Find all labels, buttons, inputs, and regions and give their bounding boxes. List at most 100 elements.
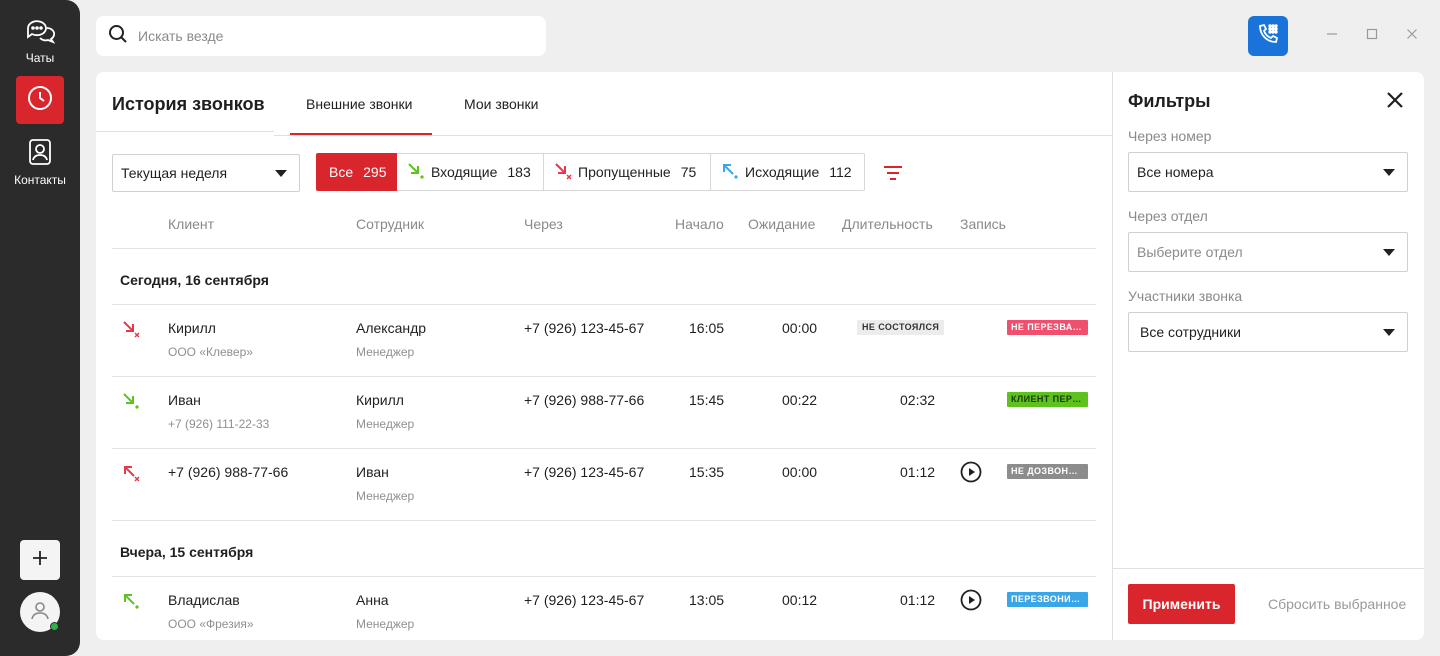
column-header-start[interactable]: Начало [675, 216, 724, 232]
duration-status-chip: НЕ СОСТОЯЛСЯ [857, 320, 945, 335]
participants-select[interactable]: Все сотрудники [1128, 312, 1408, 352]
via-number: +7 (926) 123-45-67 [524, 464, 645, 480]
segment-all[interactable]: Все 295 [316, 153, 397, 191]
play-icon [960, 589, 982, 615]
via-dept-select[interactable]: Выберите отдел [1128, 232, 1408, 272]
column-header-duration[interactable]: Длительность [842, 216, 933, 232]
client-name[interactable]: Владислав [168, 592, 240, 608]
column-header-via[interactable]: Через [524, 216, 563, 232]
column-header-wait[interactable]: Ожидание [748, 216, 816, 232]
outgoing-icon [721, 162, 739, 183]
tab-external-calls[interactable]: Внешние звонки [306, 96, 413, 112]
nav-history[interactable] [16, 76, 64, 124]
page-title: История звонков [112, 94, 265, 114]
divider [112, 376, 1096, 377]
participants-value: Все сотрудники [1140, 324, 1241, 340]
reset-button[interactable]: Сбросить выбранное [1268, 596, 1407, 612]
active-tab-indicator [290, 133, 432, 135]
missed-icon [554, 162, 572, 183]
segment-outgoing[interactable]: Исходящие 112 [710, 153, 865, 191]
segment-label: Входящие [431, 164, 498, 180]
via-number-label: Через номер [1128, 128, 1212, 144]
period-value: Текущая неделя [121, 165, 228, 181]
play-recording-button[interactable] [960, 461, 982, 483]
segment-count: 112 [829, 164, 852, 180]
client-name[interactable]: +7 (926) 988-77-66 [168, 464, 289, 480]
plus-icon [32, 550, 48, 571]
period-select[interactable]: Текущая неделя [112, 154, 300, 192]
client-name[interactable]: Кирилл [168, 320, 216, 336]
play-recording-button[interactable] [960, 589, 982, 611]
play-icon [960, 461, 982, 487]
segment-label: Исходящие [745, 164, 820, 180]
segment-label: Все [329, 164, 354, 180]
column-header-client[interactable]: Клиент [168, 216, 215, 232]
chat-icon [25, 18, 56, 47]
close-filters-button[interactable] [1385, 90, 1405, 110]
employee-role: Менеджер [356, 345, 415, 359]
segment-incoming[interactable]: Входящие 183 [397, 153, 544, 191]
close-window-button[interactable] [1404, 28, 1420, 44]
via-number: +7 (926) 123-45-67 [524, 592, 645, 608]
outgoing-call-icon [122, 592, 140, 610]
caret-down-icon [1383, 164, 1395, 180]
search-input[interactable] [138, 28, 518, 44]
left-rail: Чаты Контакты [0, 0, 80, 656]
maximize-button[interactable] [1364, 28, 1380, 44]
group-title-today: Сегодня, 16 сентября [120, 272, 269, 288]
wait-time: 00:12 [782, 592, 818, 608]
contacts-icon [27, 138, 53, 169]
tab-my-calls[interactable]: Мои звонки [464, 96, 539, 112]
global-search[interactable] [96, 16, 546, 56]
divider [112, 448, 1096, 449]
close-icon [1406, 27, 1418, 45]
column-header-employee[interactable]: Сотрудник [356, 216, 425, 232]
employee-role: Менеджер [356, 489, 415, 503]
phone-dialpad-icon [1256, 22, 1280, 51]
employee-name: Анна [356, 592, 389, 608]
employee-name: Александр [356, 320, 427, 336]
employee-role: Менеджер [356, 617, 415, 631]
segment-count: 75 [680, 164, 697, 180]
caret-down-icon [1383, 324, 1395, 340]
divider [1112, 72, 1113, 640]
client-company: ООО «Фрезия» [168, 617, 254, 631]
call-history-panel: История звонков Внешние звонки Мои звонк… [96, 72, 1112, 640]
segment-missed[interactable]: Пропущенные 75 [543, 153, 711, 191]
divider [96, 131, 274, 132]
via-number-select[interactable]: Все номера [1128, 152, 1408, 192]
duration: 01:12 [900, 464, 936, 480]
filters-title: Фильтры [1128, 91, 1211, 111]
incoming-call-icon [122, 392, 140, 410]
close-icon [1385, 92, 1405, 114]
wait-time: 00:22 [782, 392, 818, 408]
nav-chats[interactable]: Чаты [0, 18, 80, 65]
caret-down-icon [1383, 244, 1395, 260]
employee-name: Иван [356, 464, 389, 480]
filter-button[interactable] [882, 163, 904, 183]
segment-count: 295 [363, 164, 387, 180]
caret-down-icon [275, 165, 287, 181]
missed-call-icon [122, 320, 140, 338]
online-status-dot [50, 622, 59, 631]
client-name[interactable]: Иван [168, 392, 201, 408]
apply-button[interactable]: Применить [1128, 584, 1235, 624]
nav-chats-label: Чаты [25, 51, 55, 65]
search-icon [108, 24, 128, 49]
column-header-record[interactable]: Запись [960, 216, 1006, 232]
maximize-icon [1366, 27, 1378, 45]
divider [112, 248, 1096, 249]
divider [112, 304, 1096, 305]
user-icon [29, 599, 51, 626]
call-button[interactable] [1248, 16, 1288, 56]
clock-icon [27, 85, 53, 116]
employee-name: Кирилл [356, 392, 404, 408]
start-time: 15:35 [689, 464, 725, 480]
nav-contacts[interactable]: Контакты [0, 138, 80, 187]
divider [112, 520, 1096, 521]
minimize-button[interactable] [1324, 28, 1340, 44]
add-button[interactable] [20, 540, 60, 580]
group-title-yesterday: Вчера, 15 сентября [120, 544, 254, 560]
divider [274, 135, 1112, 136]
avatar[interactable] [20, 592, 60, 632]
